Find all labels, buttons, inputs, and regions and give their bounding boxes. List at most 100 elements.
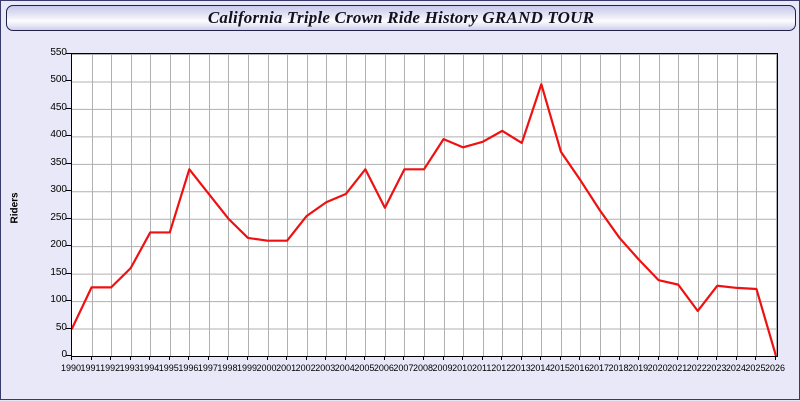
y-axis-tick-550: 550 (50, 47, 67, 58)
y-axis-tick-50: 50 (55, 321, 67, 333)
x-axis-tick-2016: 2016 (569, 363, 590, 373)
y-axis-title: Riders (9, 192, 21, 224)
data-series-line (72, 83, 777, 356)
y-axis-tickmark-500 (66, 80, 71, 81)
x-axis-tick-1995: 1995 (158, 363, 179, 373)
x-axis-tick-1990: 1990 (60, 363, 82, 373)
grid-lines (72, 54, 777, 356)
x-axis-tick-2003: 2003 (315, 363, 336, 373)
y-axis-tickmark-150 (66, 273, 71, 274)
x-axis-tick-2020: 2020 (647, 363, 668, 373)
x-axis-tick-1993: 1993 (119, 363, 140, 373)
x-axis-tickmark-1991 (91, 356, 92, 360)
y-axis-tickmark-50 (66, 328, 71, 329)
y-axis-tick-250: 250 (50, 211, 67, 223)
x-axis-tick-2018: 2018 (608, 363, 629, 373)
x-axis-tickmark-2026 (775, 356, 776, 360)
x-axis-tick-1996: 1996 (178, 363, 199, 373)
x-axis-tick-1992: 1992 (100, 363, 121, 373)
x-axis-tickmark-2001 (286, 356, 287, 360)
x-axis-tickmark-2008 (423, 356, 424, 360)
x-axis-tickmark-2003 (325, 356, 326, 360)
x-axis-tick-2022: 2022 (686, 363, 707, 373)
window-title-bar: California Triple Crown Ride History GRA… (6, 5, 796, 31)
x-axis-tick-2007: 2007 (393, 363, 414, 373)
x-axis-tickmark-2017 (599, 356, 600, 360)
y-axis-tickmark-400 (66, 135, 71, 136)
x-axis-tickmark-2005 (364, 356, 365, 360)
x-axis-tickmark-2025 (755, 356, 756, 360)
x-axis-tick-2025: 2025 (745, 363, 766, 373)
x-axis-tickmark-2024 (736, 356, 737, 360)
x-axis-tickmark-2019 (638, 356, 639, 360)
x-axis-tick-2017: 2017 (588, 363, 610, 373)
page-title: California Triple Crown Ride History GRA… (207, 8, 595, 27)
x-axis-tick-2024: 2024 (725, 363, 746, 373)
y-axis-tickmark-100 (66, 300, 71, 301)
x-axis-tickmark-2013 (521, 356, 522, 360)
y-axis-tickmark-300 (66, 190, 71, 191)
x-axis-tickmark-1997 (208, 356, 209, 360)
x-axis-tickmark-2002 (306, 356, 307, 360)
x-axis-tickmark-2021 (677, 356, 678, 360)
x-axis-tickmark-2011 (482, 356, 483, 360)
x-axis-tickmark-2006 (384, 356, 385, 360)
x-axis-tickmark-2010 (462, 356, 463, 360)
plot-area (71, 53, 778, 357)
x-axis-tickmark-1993 (130, 356, 131, 360)
y-axis-tickmark-550 (66, 53, 71, 54)
x-axis-tick-2004: 2004 (334, 363, 355, 373)
x-axis-tickmark-1998 (227, 356, 228, 360)
x-axis-tick-2009: 2009 (432, 363, 453, 373)
x-axis-tick-2015: 2015 (549, 363, 570, 373)
x-axis-tickmark-2012 (501, 356, 502, 360)
x-axis-tick-2006: 2006 (373, 363, 394, 373)
x-axis-tick-2019: 2019 (628, 363, 649, 373)
x-axis-tickmark-1995 (169, 356, 170, 360)
y-axis-tick-200: 200 (50, 239, 67, 251)
x-axis-tickmark-2004 (345, 356, 346, 360)
x-axis-tickmark-2007 (403, 356, 404, 360)
y-axis-tick-500: 500 (50, 74, 67, 86)
x-axis-tick-2002: 2002 (295, 363, 316, 373)
y-axis-tickmark-0 (66, 355, 71, 356)
y-axis-tick-100: 100 (50, 294, 67, 306)
y-axis-tickmark-450 (66, 108, 71, 109)
x-axis-tickmark-1996 (188, 356, 189, 360)
y-axis-tick-300: 300 (50, 184, 67, 196)
x-axis-tickmark-2018 (619, 356, 620, 360)
y-axis-tick-0: 0 (61, 349, 67, 360)
x-axis-tickmark-1999 (247, 356, 248, 360)
x-axis-tickmark-2014 (540, 356, 541, 360)
x-axis-tick-2012: 2012 (491, 363, 512, 373)
x-axis-tick-1998: 1998 (217, 363, 238, 373)
x-axis-tick-1999: 1999 (236, 363, 258, 373)
x-axis-tickmark-2020 (658, 356, 659, 360)
y-axis-tickmark-200 (66, 245, 71, 246)
x-axis-tickmark-2022 (697, 356, 698, 360)
x-axis-tickmark-1990 (71, 356, 72, 360)
x-axis-tickmark-2016 (579, 356, 580, 360)
x-axis-tick-2000: 2000 (256, 363, 277, 373)
y-axis-tick-400: 400 (50, 129, 67, 141)
x-axis-tick-1997: 1997 (197, 363, 218, 373)
x-axis-tickmark-2023 (716, 356, 717, 360)
x-axis-tickmark-2015 (560, 356, 561, 360)
y-axis-tickmark-350 (66, 163, 71, 164)
y-axis-tickmark-250 (66, 218, 71, 219)
x-axis-tick-2011: 2011 (471, 363, 492, 373)
y-axis-tick-350: 350 (50, 156, 67, 168)
x-axis-tick-2005: 2005 (354, 363, 375, 373)
x-axis-tickmark-2009 (443, 356, 444, 360)
y-axis-tick-450: 450 (50, 101, 67, 113)
x-axis-tickmark-1992 (110, 356, 111, 360)
x-axis-tick-2023: 2023 (706, 363, 727, 373)
x-axis-tick-2026: 2026 (764, 363, 786, 373)
x-axis-tick-2014: 2014 (530, 363, 551, 373)
x-axis-tickmark-1994 (149, 356, 150, 360)
y-axis-tick-150: 150 (50, 266, 67, 278)
x-axis-tickmark-2000 (267, 356, 268, 360)
x-axis-tick-2010: 2010 (452, 363, 473, 373)
x-axis-tick-2021: 2021 (667, 363, 688, 373)
